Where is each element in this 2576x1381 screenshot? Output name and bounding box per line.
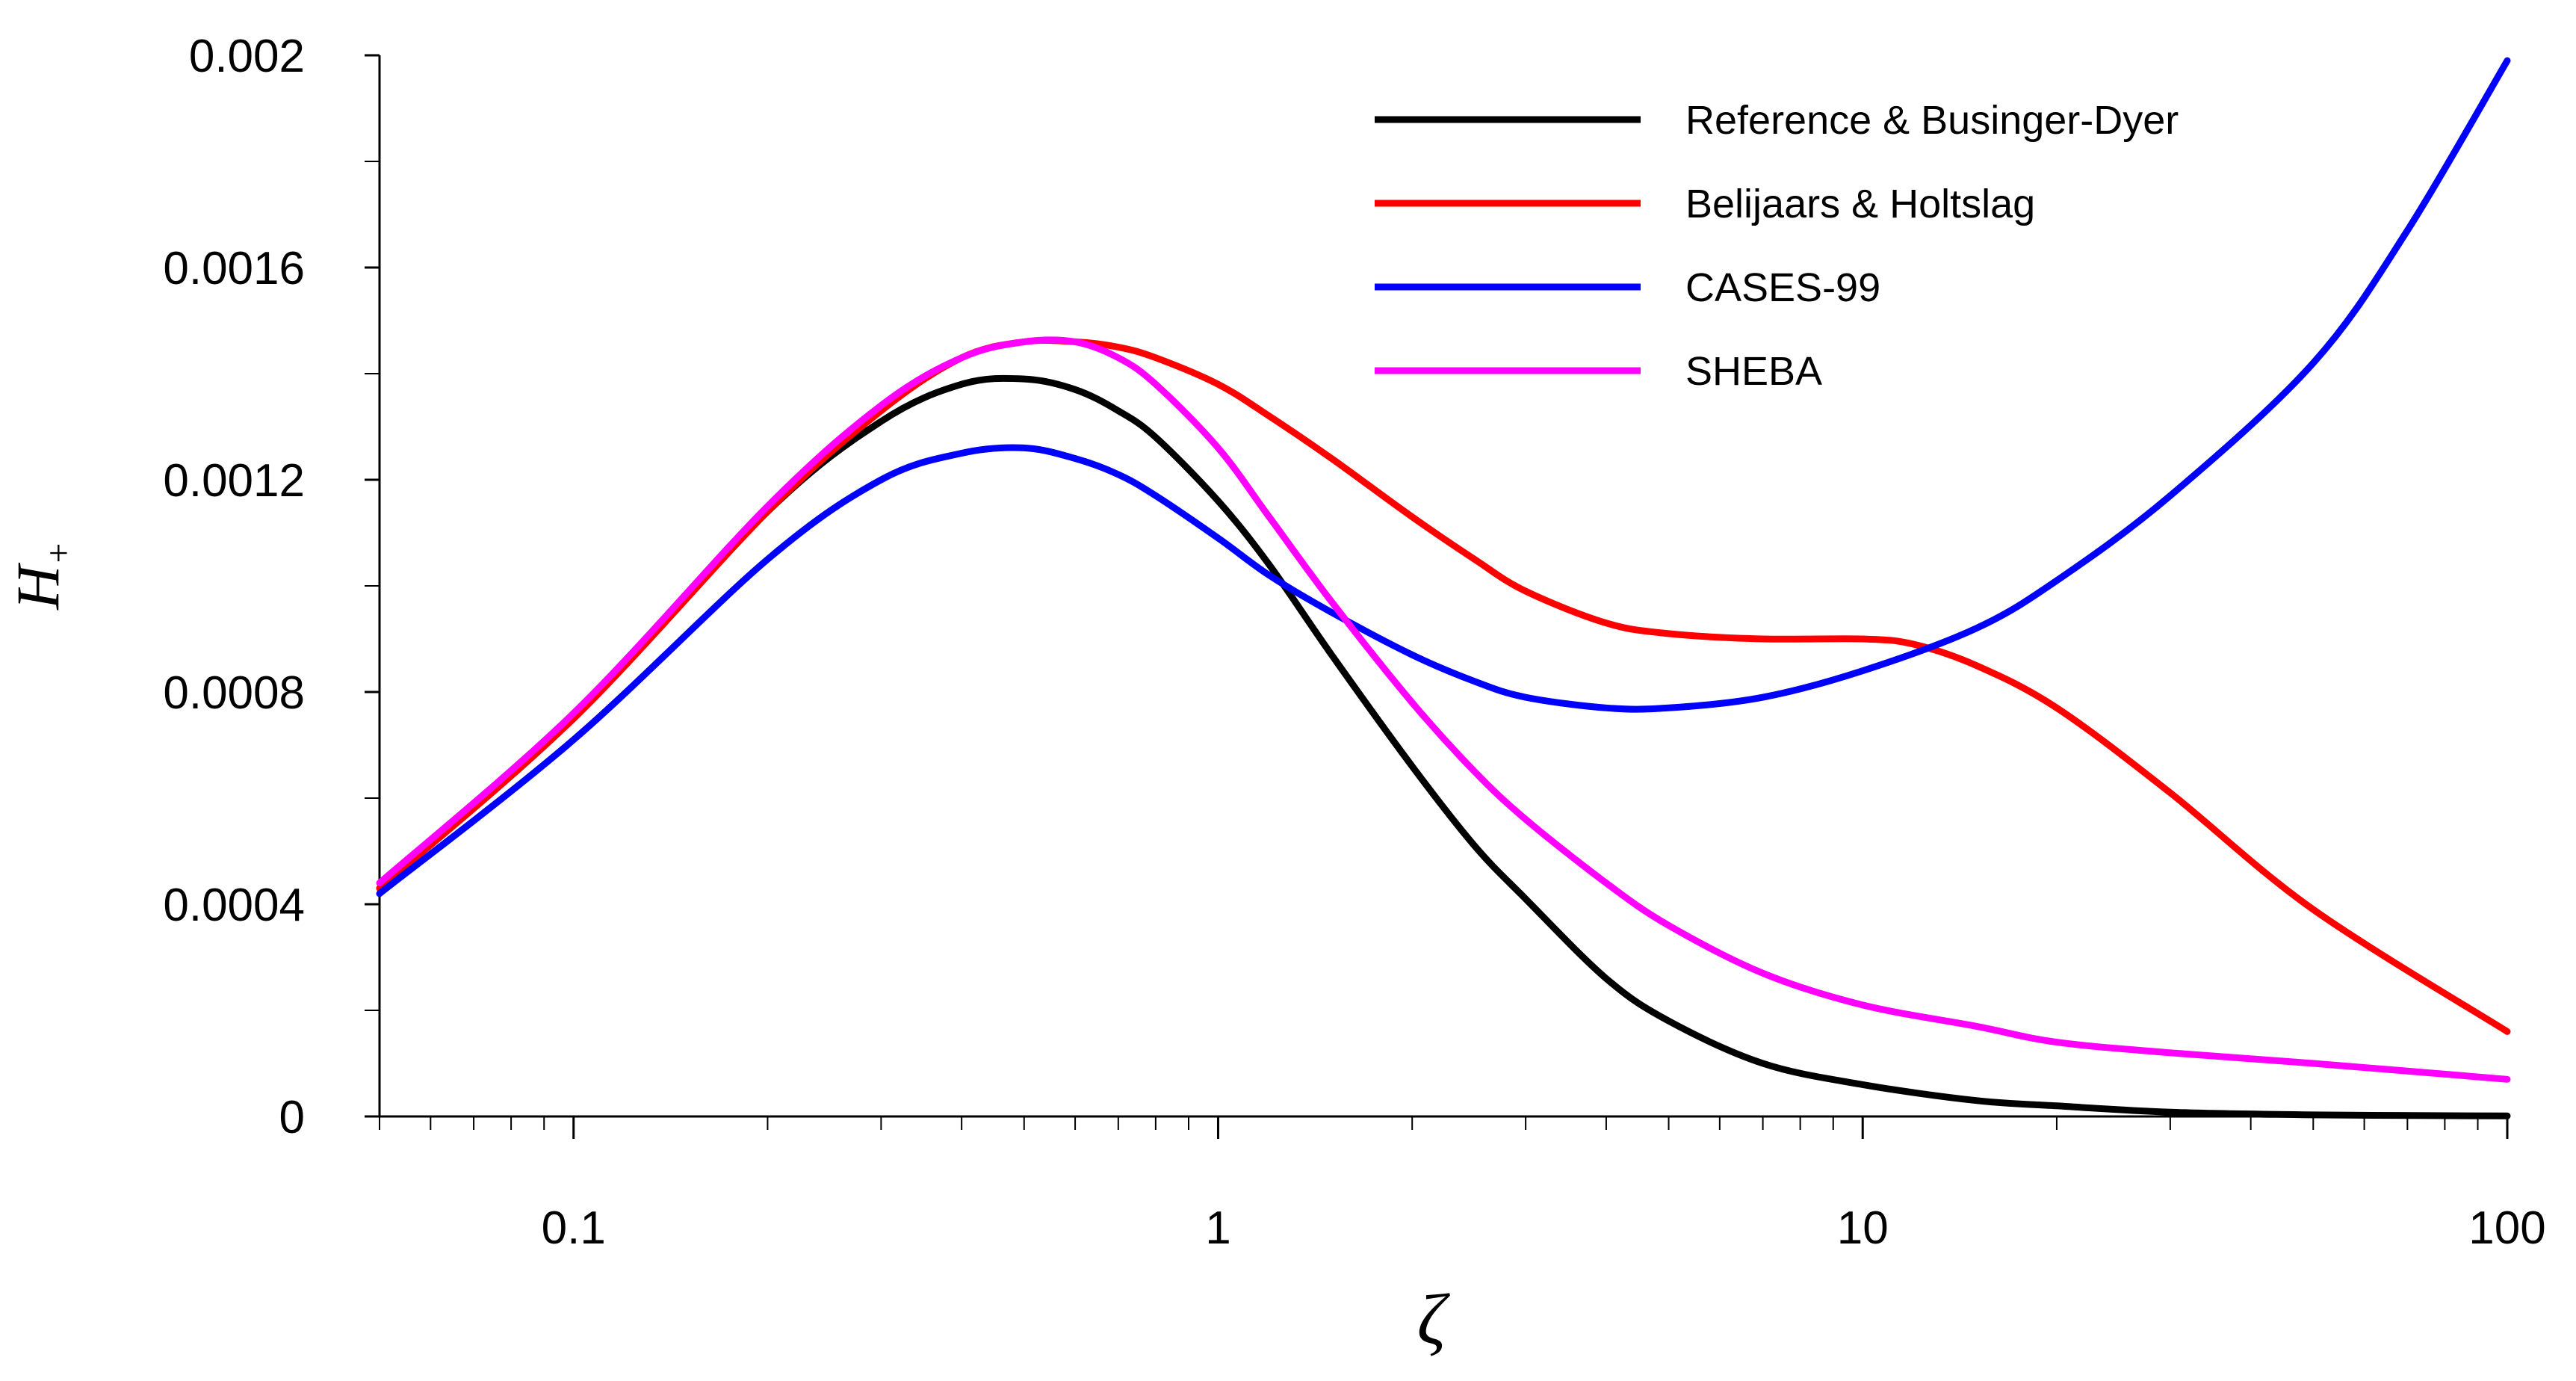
y-tick-label: 0.0008 — [163, 667, 305, 719]
y-axis-title-main: H — [4, 563, 72, 611]
series-line-4 — [376, 336, 2511, 1083]
y-tick-label: 0.0004 — [163, 880, 305, 931]
x-axis-title: ζ — [1417, 1279, 1451, 1359]
x-tick-label: 1 — [1205, 1202, 1230, 1254]
x-tick-label: 10 — [1837, 1202, 1889, 1254]
y-axis-ticks: 0 0.0004 0.0008 0.0012 0.0016 0.002 — [163, 31, 380, 1143]
legend-label-1: Reference & Businger-Dyer — [1685, 98, 2179, 143]
series-lines — [376, 57, 2511, 1119]
x-tick-label: 100 — [2468, 1202, 2545, 1254]
legend-label-4: SHEBA — [1685, 349, 1822, 394]
y-tick-label: 0 — [279, 1092, 305, 1143]
x-tick-label: 0.1 — [542, 1202, 606, 1254]
series-line-2 — [376, 337, 2511, 1035]
y-axis-title-subscript: + — [39, 541, 78, 565]
legend: Reference & Businger-Dyer Belijaars & Hol… — [1375, 98, 2179, 394]
x-axis-ticks: 0.1 1 10 100 — [379, 1116, 2546, 1254]
legend-label-3: CASES-99 — [1685, 265, 1880, 310]
y-tick-label: 0.002 — [189, 31, 305, 82]
legend-label-2: Belijaars & Holtslag — [1685, 182, 2035, 226]
series-line-1 — [376, 374, 2511, 1119]
y-axis-title: H+ — [4, 541, 78, 611]
series-line-3 — [376, 57, 2511, 898]
y-tick-label: 0.0012 — [163, 455, 305, 507]
y-tick-label: 0.0016 — [163, 243, 305, 294]
